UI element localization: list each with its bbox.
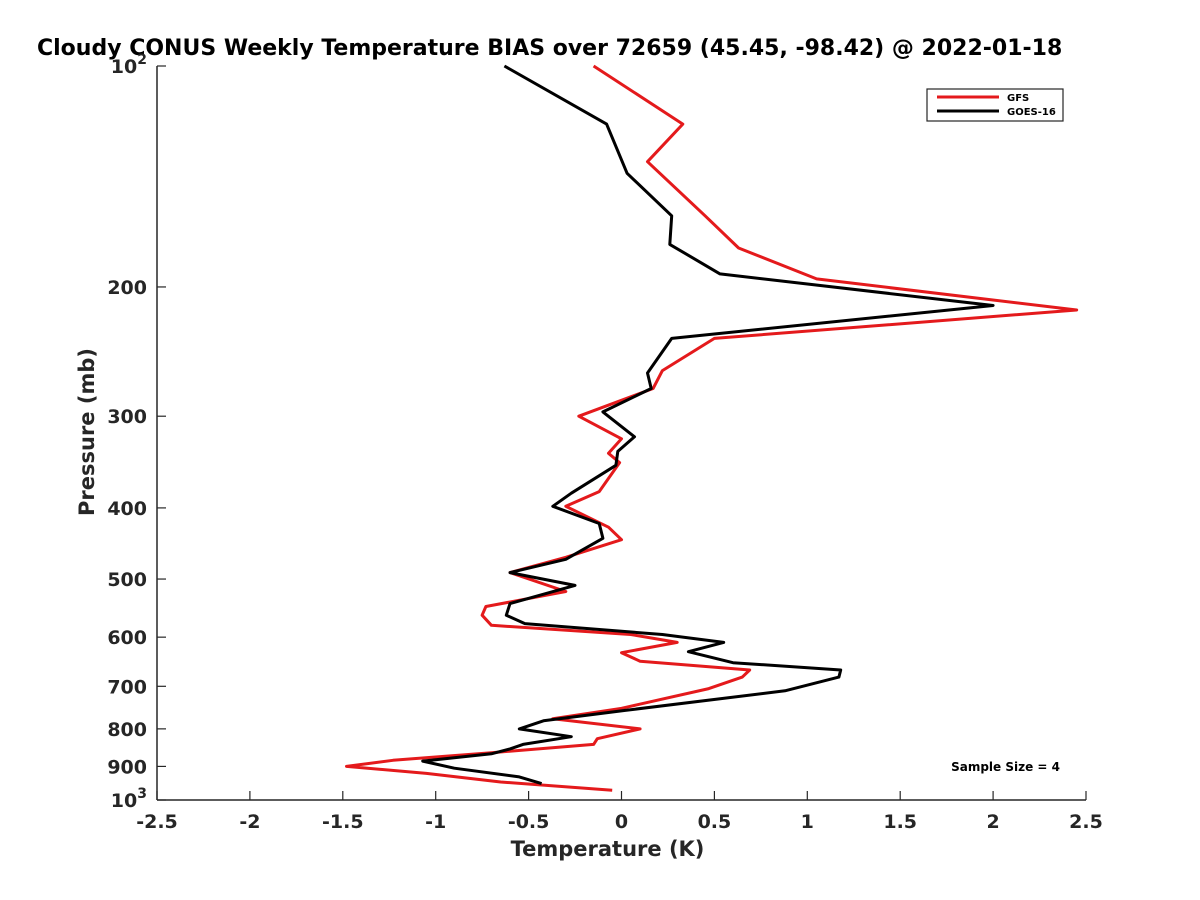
legend-label: GFS	[1007, 93, 1029, 104]
y-tick-label: 300	[107, 406, 147, 428]
x-tick-label: 1.5	[883, 811, 917, 833]
x-tick-label: 2.5	[1069, 811, 1103, 833]
y-tick-label: 500	[107, 569, 147, 591]
legend: GFS GOES-16	[926, 88, 1064, 122]
y-tick-base: 10	[111, 790, 137, 812]
y-tick-base: 10	[111, 56, 137, 78]
y-tick-label: 102	[111, 52, 147, 78]
y-tick-label: 600	[107, 627, 147, 649]
y-tick-exponent: 3	[137, 786, 147, 802]
y-tick-label: 800	[107, 719, 147, 741]
y-tick-label: 700	[107, 676, 147, 698]
plot-area	[156, 66, 1086, 801]
x-axis-label: Temperature (K)	[511, 837, 705, 861]
chart-title: Cloudy CONUS Weekly Temperature BIAS ove…	[37, 36, 1062, 61]
y-tick-label: 103	[111, 786, 147, 812]
y-tick-label: 900	[107, 756, 147, 778]
x-tick-label: -1.5	[322, 811, 364, 833]
legend-label: GOES-16	[1007, 107, 1056, 118]
series-line-gfs	[345, 64, 1079, 792]
x-tick-label: 1	[801, 811, 814, 833]
series-group	[345, 64, 1079, 792]
sample-size-annotation: Sample Size = 4	[951, 760, 1060, 774]
y-tick-label: 200	[107, 277, 147, 299]
y-tick-exponent: 2	[137, 52, 147, 68]
legend-box	[926, 88, 1064, 122]
y-tick-label: 400	[107, 498, 147, 520]
x-tick-label: -1	[425, 811, 446, 833]
series-line-goes-16	[421, 64, 995, 786]
x-axis: -2.5 -2 -1.5 -1 -0.5 0 0.5 1 1.5 2 2.5	[136, 791, 1103, 833]
x-tick-label: 0.5	[698, 811, 732, 833]
x-tick-label: -2	[239, 811, 260, 833]
x-tick-label: 2	[986, 811, 999, 833]
x-tick-label: -2.5	[136, 811, 178, 833]
x-tick-label: -0.5	[508, 811, 550, 833]
x-tick-label: 0	[615, 811, 628, 833]
y-axis-label: Pressure (mb)	[75, 348, 99, 516]
